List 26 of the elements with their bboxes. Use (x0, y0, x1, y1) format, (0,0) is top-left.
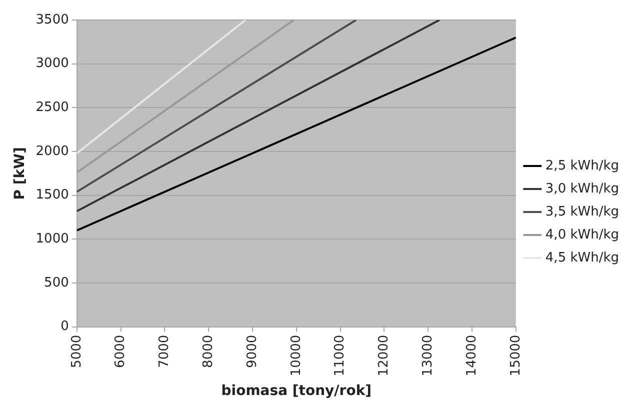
y-tick-label: 2000 (36, 144, 69, 159)
legend-label: 4,5 kWh/kg (545, 250, 620, 266)
legend-label: 3,5 kWh/kg (545, 204, 620, 220)
y-tick-label: 3500 (36, 12, 69, 28)
y-tick-label: 1500 (36, 188, 69, 203)
x-tick-label: 14000 (464, 334, 480, 376)
x-tick-label: 9000 (244, 334, 260, 368)
y-tick-label: 1000 (36, 232, 69, 247)
x-tick-label: 15000 (508, 334, 524, 376)
x-tick-label: 6000 (113, 334, 128, 368)
x-tick-label: 7000 (157, 334, 172, 368)
x-tick-label: 11000 (332, 334, 348, 376)
legend-label: 3,0 kWh/kg (545, 181, 620, 196)
x-tick-label: 12000 (376, 334, 392, 376)
y-tick-label: 3000 (36, 56, 69, 72)
legend-label: 4,0 kWh/kg (545, 227, 620, 242)
x-tick-label: 10000 (288, 334, 304, 376)
y-tick-label: 500 (44, 275, 69, 290)
y-tick-label: 2500 (36, 100, 69, 116)
x-tick-label: 8000 (200, 334, 216, 368)
x-axis-title: biomasa [tony/rok] (221, 383, 372, 400)
y-axis-title: P [kW] (12, 147, 28, 200)
legend-label: 2,5 kWh/kg (545, 158, 620, 174)
y-tick-label: 0 (60, 319, 69, 334)
x-tick-label: 13000 (420, 334, 436, 376)
x-tick-label: 5000 (69, 334, 84, 368)
